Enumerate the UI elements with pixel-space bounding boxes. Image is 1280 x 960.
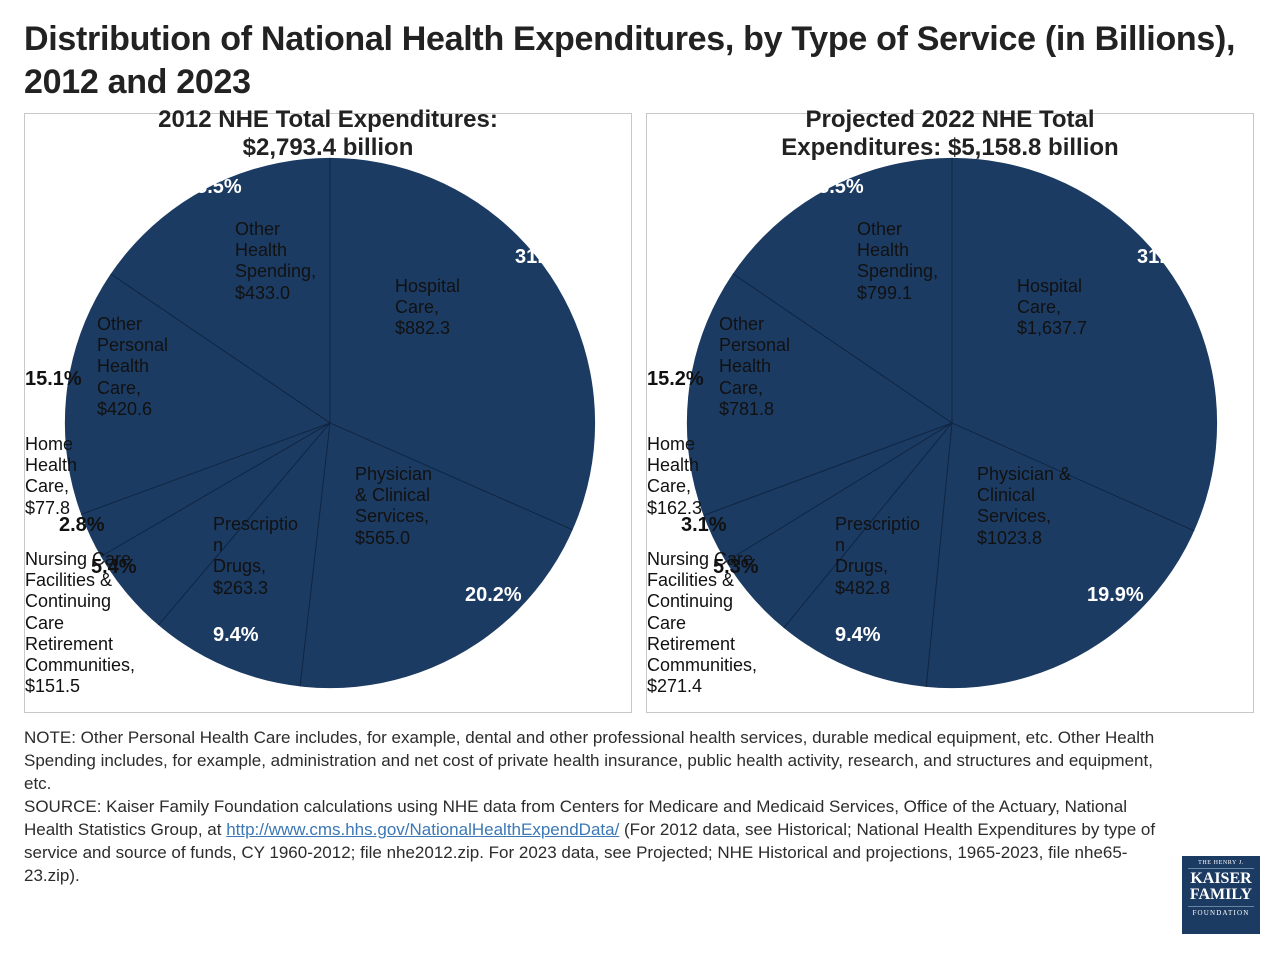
- logo-line1: KAISER: [1188, 871, 1254, 887]
- slice-label-otherspend: Other Health Spending, $799.1: [857, 219, 938, 304]
- slice-pct-physician: 19.9%: [1087, 584, 1144, 607]
- panel-title-2012: 2012 NHE Total Expenditures: $2,793.4 bi…: [25, 106, 631, 161]
- slice-pct-homehealth: 2.8%: [59, 514, 105, 537]
- slice-pct-nursing: 5.4%: [91, 556, 137, 579]
- slice-label-otherphc: Other Personal Health Care, $420.6: [97, 314, 168, 420]
- logo-bottom: FOUNDATION: [1188, 906, 1254, 917]
- slice-label-hospital: Hospital Care, $882.3: [395, 276, 460, 340]
- kff-logo: THE HENRY J. KAISER FAMILY FOUNDATION: [1182, 856, 1260, 934]
- slice-pct-otherphc: 15.2%: [647, 368, 704, 391]
- slice-label-physician: Physician & Clinical Services, $565.0: [355, 464, 432, 549]
- slice-pct-otherspend: 15.5%: [807, 176, 864, 199]
- slice-label-rx: Prescriptio n Drugs, $263.3: [213, 514, 298, 599]
- slice-label-rx: Prescriptio n Drugs, $482.8: [835, 514, 920, 599]
- footnote-source: SOURCE: Kaiser Family Foundation calcula…: [24, 796, 1164, 888]
- slice-pct-nursing: 5.3%: [713, 556, 759, 579]
- panel-title-2022: Projected 2022 NHE Total Expenditures: $…: [647, 106, 1253, 161]
- slice-label-hospital: Hospital Care, $1,637.7: [1017, 276, 1087, 340]
- slice-pct-rx: 9.4%: [213, 624, 259, 647]
- slice-pct-otherphc: 15.1%: [25, 368, 82, 391]
- slice-label-physician: Physician & Clinical Services, $1023.8: [977, 464, 1071, 549]
- page-title: Distribution of National Health Expendit…: [24, 18, 1256, 103]
- slice-pct-homehealth: 3.1%: [681, 514, 727, 537]
- slice-pct-rx: 9.4%: [835, 624, 881, 647]
- footnote-note: NOTE: Other Personal Health Care include…: [24, 727, 1164, 796]
- logo-top: THE HENRY J.: [1188, 860, 1254, 869]
- chart-panel-2022: Projected 2022 NHE Total Expenditures: $…: [646, 113, 1254, 713]
- source-link[interactable]: http://www.cms.hhs.gov/NationalHealthExp…: [226, 820, 619, 839]
- charts-row: 2012 NHE Total Expenditures: $2,793.4 bi…: [24, 113, 1256, 713]
- slice-pct-hospital: 31.7%: [1137, 246, 1194, 269]
- slice-pct-hospital: 31.6%: [515, 246, 572, 269]
- slice-label-otherspend: Other Health Spending, $433.0: [235, 219, 316, 304]
- footnotes: NOTE: Other Personal Health Care include…: [24, 727, 1164, 888]
- slice-label-otherphc: Other Personal Health Care, $781.8: [719, 314, 790, 420]
- logo-line2: FAMILY: [1188, 887, 1254, 903]
- slice-label-homehealth: Home Health Care, $162.3: [647, 434, 702, 519]
- chart-panel-2012: 2012 NHE Total Expenditures: $2,793.4 bi…: [24, 113, 632, 713]
- slice-pct-physician: 20.2%: [465, 584, 522, 607]
- slice-pct-otherspend: 15.5%: [185, 176, 242, 199]
- slice-label-homehealth: Home Health Care, $77.8: [25, 434, 77, 519]
